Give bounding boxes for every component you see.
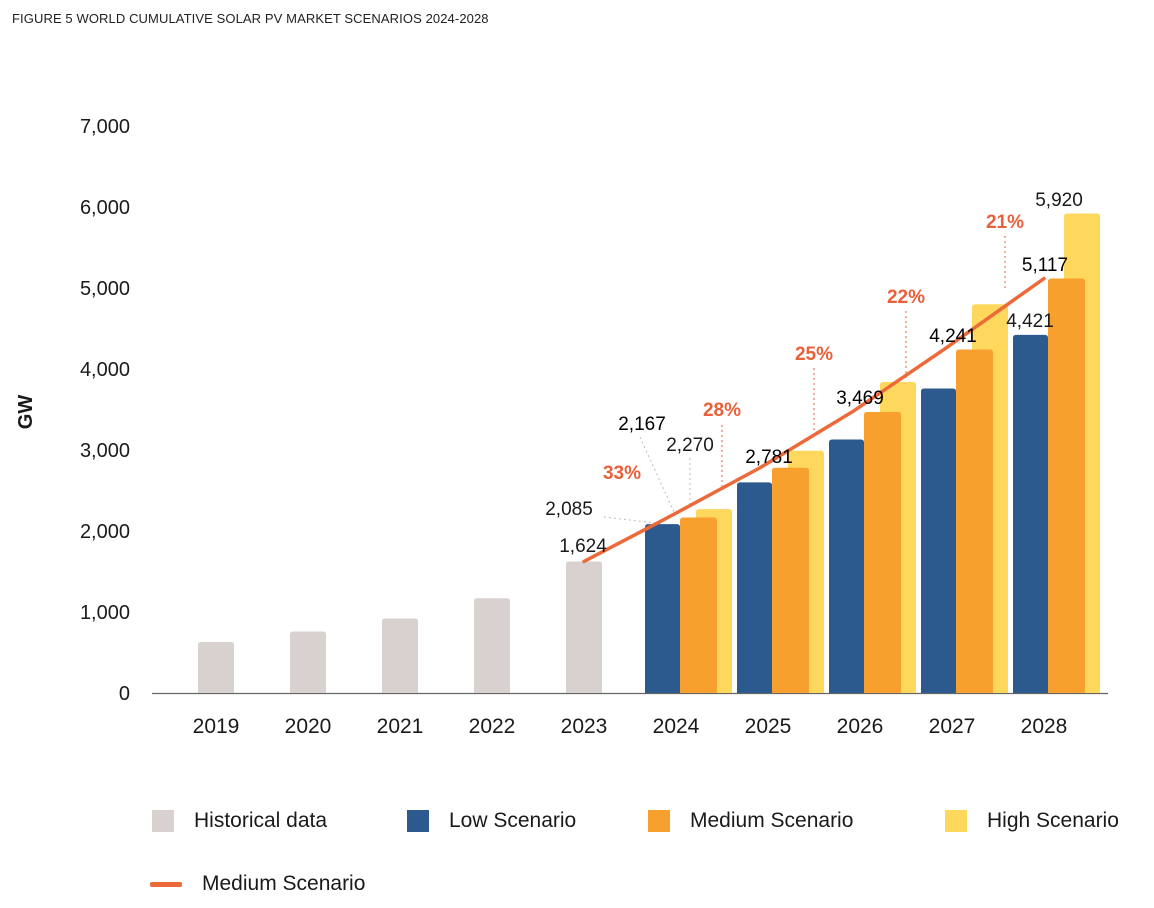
- data-label-medium-2025: 2,781: [745, 447, 793, 468]
- x-tick-label: 2027: [929, 715, 976, 738]
- legend-label-line: Medium Scenario: [202, 872, 366, 895]
- y-tick-label: 0: [119, 683, 130, 705]
- y-tick-label: 4,000: [80, 359, 130, 381]
- x-tick-label: 2019: [193, 715, 240, 738]
- bar-medium-2025: [772, 467, 809, 693]
- legend-item-medium[interactable]: Medium Scenario: [648, 809, 853, 833]
- bar-historical-2021: [382, 618, 418, 693]
- y-tick-label: 2,000: [80, 521, 130, 543]
- data-label-low-2024: 2,085: [545, 499, 593, 520]
- x-tick-label: 2021: [377, 715, 424, 738]
- y-axis: 0 1,000 2,000 3,000 4,000 5,000 6,000 7,000: [80, 116, 130, 705]
- legend-swatch-low: [407, 810, 429, 832]
- x-tick-label: 2022: [469, 715, 516, 738]
- data-label-high-2028: 5,920: [1035, 190, 1083, 211]
- bars: [198, 213, 1100, 694]
- legend-swatch-high: [945, 810, 967, 832]
- growth-label-2028: 21%: [986, 212, 1024, 233]
- bar-historical-2023: [566, 561, 602, 693]
- legend-swatch-historical: [152, 810, 174, 832]
- growth-labels: 33% 28% 25% 22% 21%: [603, 212, 1024, 484]
- growth-label-2024: 33%: [603, 463, 641, 484]
- bar-medium-2028: [1048, 278, 1085, 693]
- medium-scenario-line: [582, 276, 1046, 564]
- y-tick-label: 3,000: [80, 440, 130, 462]
- legend-label-high: High Scenario: [987, 809, 1119, 832]
- growth-label-2025: 28%: [703, 400, 741, 421]
- data-label-high-2024: 2,270: [666, 435, 714, 456]
- legend-item-historical[interactable]: Historical data: [152, 809, 327, 833]
- data-label-medium-2026: 3,469: [836, 388, 884, 409]
- data-label-historical-2023: 1,624: [559, 536, 607, 557]
- legend-swatch-medium: [648, 810, 670, 832]
- legend-line-medium: [150, 881, 182, 887]
- growth-label-2026: 25%: [795, 344, 833, 365]
- y-tick-label: 5,000: [80, 278, 130, 300]
- legend-item-high[interactable]: High Scenario: [945, 809, 1119, 833]
- x-tick-label: 2026: [837, 715, 884, 738]
- bar-historical-2022: [474, 598, 510, 693]
- legend-label-medium: Medium Scenario: [690, 809, 854, 832]
- y-tick-label: 7,000: [80, 116, 130, 138]
- growth-label-2027: 22%: [887, 287, 925, 308]
- bar-medium-2026: [864, 412, 901, 693]
- legend-label-low: Low Scenario: [449, 809, 577, 832]
- bar-low-2026: [829, 439, 864, 693]
- x-tick-label: 2024: [653, 715, 700, 738]
- x-tick-label: 2025: [745, 715, 792, 738]
- bar-low-2025: [737, 482, 772, 693]
- bar-historical-2019: [198, 641, 234, 693]
- y-axis-label: GW: [15, 395, 37, 430]
- data-label-low-2028: 4,421: [1006, 311, 1054, 332]
- bar-low-2024: [645, 524, 680, 693]
- x-tick-label: 2028: [1021, 715, 1068, 738]
- data-label-medium-2027: 4,241: [929, 326, 977, 347]
- x-axis: 2019 2020 2021 2022 2023 2024 2025 2026 2027 2028: [193, 715, 1068, 738]
- data-label-medium-2024: 2,167: [618, 414, 666, 435]
- x-tick-label: 2023: [561, 715, 608, 738]
- legend-item-low[interactable]: Low Scenario: [407, 809, 576, 833]
- y-tick-label: 1,000: [80, 602, 130, 624]
- bar-historical-2020: [290, 631, 326, 693]
- medium-scenario-line-path: [582, 276, 1046, 564]
- y-tick-label: 6,000: [80, 197, 130, 219]
- legend-item-line[interactable]: Medium Scenario: [150, 872, 365, 896]
- bar-medium-2024: [680, 517, 717, 693]
- x-tick-label: 2020: [285, 715, 332, 738]
- figure-title: FIGURE 5 WORLD CUMULATIVE SOLAR PV MARKE…: [12, 11, 489, 26]
- bar-medium-2027: [956, 349, 993, 693]
- bar-low-2028: [1013, 334, 1048, 693]
- data-label-leader-line: [639, 436, 675, 513]
- bar-low-2027: [921, 388, 956, 693]
- legend-label-historical: Historical data: [194, 809, 328, 832]
- data-label-medium-2028: 5,117: [1022, 255, 1068, 276]
